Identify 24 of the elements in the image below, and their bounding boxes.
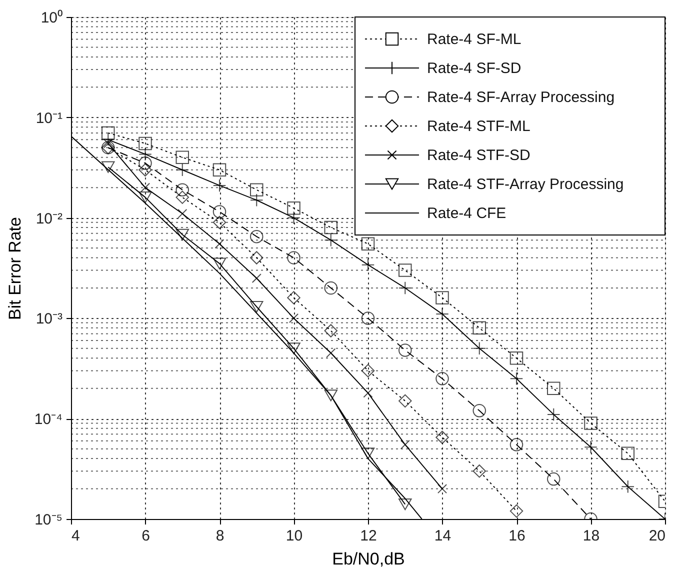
legend-label: Rate-4 SF-Array Processing [427, 89, 615, 106]
x-tick-label: 10 [286, 528, 303, 544]
legend-label: Rate-4 STF-Array Processing [427, 176, 624, 193]
x-tick-label: 14 [434, 528, 452, 544]
x-tick-label: 12 [360, 528, 377, 544]
x-tick-label: 4 [72, 528, 80, 544]
y-tick-label: 10⁻⁵ [34, 512, 62, 528]
x-tick-label: 16 [508, 528, 526, 544]
legend-label: Rate-4 STF-SD [427, 147, 531, 164]
y-tick-label: 10⁻² [36, 210, 62, 228]
x-tick-label: 20 [648, 528, 666, 544]
legend-label: Rate-4 SF-ML [427, 31, 522, 48]
x-tick-label: 18 [582, 528, 600, 544]
y-tick-label: 10⁻¹ [36, 110, 62, 127]
y-tick-label: 10⁰ [40, 10, 62, 26]
legend-label: Rate-4 CFE [427, 205, 506, 222]
legend-label: Rate-4 SF-SD [427, 60, 522, 77]
y-axis-title: Bit Error Rate [5, 217, 24, 320]
y-tick-label: 10⁻³ [36, 310, 62, 328]
x-tick-label: 8 [216, 528, 224, 544]
legend-label: Rate-4 STF-ML [427, 118, 530, 135]
x-tick-label: 6 [142, 528, 150, 544]
x-axis-title: Eb/N0,dB [332, 550, 405, 568]
y-tick-label: 10⁻⁴ [34, 411, 62, 428]
